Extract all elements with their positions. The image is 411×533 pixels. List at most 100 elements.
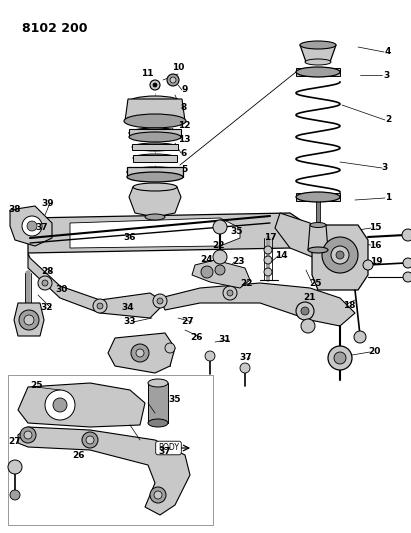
Circle shape [93,299,107,313]
Text: 35: 35 [231,227,243,236]
Polygon shape [296,193,340,201]
Circle shape [150,80,160,90]
Text: 23: 23 [232,257,244,266]
Text: 27: 27 [182,318,194,327]
Circle shape [136,349,144,357]
Text: 16: 16 [369,240,381,249]
Circle shape [205,351,215,361]
Ellipse shape [296,67,340,77]
Text: 11: 11 [141,69,153,78]
Text: 26: 26 [72,451,84,461]
Text: 15: 15 [369,223,381,232]
Polygon shape [192,260,250,288]
Circle shape [264,246,272,254]
Circle shape [150,487,166,503]
Bar [8,375,213,525]
Ellipse shape [124,114,186,128]
Circle shape [82,432,98,448]
Circle shape [157,298,163,304]
Polygon shape [300,45,336,62]
Text: 10: 10 [172,63,184,72]
Text: 13: 13 [178,134,190,143]
Circle shape [322,237,358,273]
Ellipse shape [127,167,183,177]
Text: 25: 25 [30,381,42,390]
Circle shape [354,331,366,343]
Circle shape [328,346,352,370]
Polygon shape [18,383,145,427]
Text: 17: 17 [264,232,276,241]
Circle shape [213,220,227,234]
Ellipse shape [127,172,183,182]
Circle shape [264,256,272,264]
Circle shape [24,431,32,439]
Circle shape [403,258,411,268]
Circle shape [170,77,176,83]
Text: 30: 30 [56,286,68,295]
Ellipse shape [129,132,181,142]
Polygon shape [132,144,178,150]
Text: 6: 6 [181,149,187,157]
Text: 31: 31 [219,335,231,344]
Ellipse shape [296,192,340,202]
Polygon shape [14,303,44,336]
Text: 22: 22 [240,279,252,287]
Text: 20: 20 [368,348,380,357]
Circle shape [403,272,411,282]
Ellipse shape [300,41,336,49]
Ellipse shape [148,419,168,427]
Text: 26: 26 [190,333,202,342]
Circle shape [334,352,346,364]
Text: 3: 3 [383,70,389,79]
Circle shape [42,280,48,286]
Circle shape [201,266,213,278]
Polygon shape [129,129,181,137]
Polygon shape [28,253,165,318]
Circle shape [154,491,162,499]
Text: 28: 28 [41,268,53,277]
Polygon shape [296,68,340,76]
Circle shape [131,344,149,362]
Circle shape [97,303,103,309]
Circle shape [27,221,37,231]
Text: 9: 9 [182,85,188,94]
Text: 36: 36 [124,232,136,241]
Circle shape [213,250,227,264]
Text: 4: 4 [385,47,391,56]
Text: 5: 5 [181,166,187,174]
Circle shape [227,290,233,296]
Polygon shape [129,187,181,217]
Polygon shape [160,283,355,326]
Circle shape [301,319,315,333]
Text: 38: 38 [9,206,21,214]
Text: BODY: BODY [158,443,179,453]
Polygon shape [133,155,177,162]
Ellipse shape [310,222,326,228]
Circle shape [20,427,36,443]
Polygon shape [18,427,190,515]
Text: 2: 2 [385,116,391,125]
Circle shape [167,74,179,86]
Circle shape [363,260,373,270]
Circle shape [402,229,411,241]
Text: 8102 200: 8102 200 [22,22,88,35]
Text: 12: 12 [178,122,190,131]
Text: 34: 34 [122,303,134,312]
Circle shape [53,398,67,412]
Text: 39: 39 [42,198,54,207]
Circle shape [86,436,94,444]
Circle shape [215,265,225,275]
Text: 14: 14 [275,252,287,261]
Text: 8: 8 [181,103,187,112]
Text: 21: 21 [303,294,315,303]
Circle shape [8,460,22,474]
Circle shape [331,246,349,264]
Text: 18: 18 [343,301,355,310]
Text: 24: 24 [201,255,213,264]
Circle shape [301,307,309,315]
Ellipse shape [129,128,181,138]
Circle shape [223,286,237,300]
Text: 22: 22 [212,240,224,249]
Text: 1: 1 [385,193,391,203]
Text: 32: 32 [41,303,53,312]
